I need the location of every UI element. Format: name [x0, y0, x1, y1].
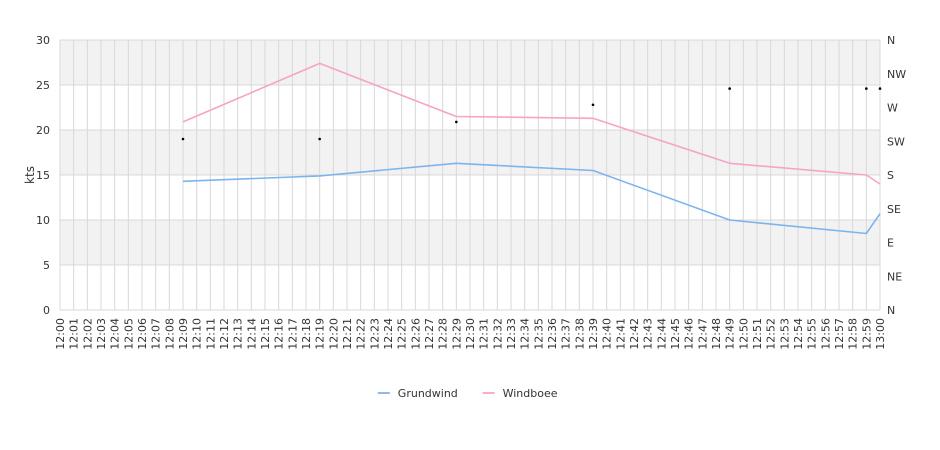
x-tick-label: 12:55: [806, 318, 819, 350]
y-tick-label: 20: [36, 124, 50, 137]
x-tick-label: 12:36: [546, 318, 559, 350]
x-tick-label: 12:10: [191, 318, 204, 350]
x-tick-label: 13:00: [874, 318, 887, 350]
x-tick-label: 12:00: [54, 318, 67, 350]
direction-axis-label: N: [887, 34, 895, 47]
x-tick-label: 12:20: [327, 318, 340, 350]
x-tick-label: 12:31: [478, 318, 491, 350]
x-tick-label: 12:19: [314, 318, 327, 350]
x-tick-label: 12:57: [833, 318, 846, 350]
series-line-windboee: [182, 62, 881, 185]
x-tick-label: 12:53: [778, 318, 791, 350]
x-tick-label: 12:39: [587, 318, 600, 350]
x-tick-label: 12:15: [259, 318, 272, 350]
direction-axis-label: NW: [887, 68, 906, 81]
x-tick-label: 12:07: [150, 318, 163, 350]
x-tick-label: 12:48: [710, 318, 723, 350]
direction-point: [181, 137, 185, 141]
series-line-grundwind: [182, 162, 881, 235]
x-tick-label: 12:47: [696, 318, 709, 350]
direction-axis-label: N: [887, 304, 895, 317]
x-tick-label: 12:38: [573, 318, 586, 350]
x-tick-label: 12:22: [355, 318, 368, 350]
y-tick-label: 30: [36, 34, 50, 47]
x-tick-label: 12:17: [286, 318, 299, 350]
direction-axis-label: S: [887, 169, 894, 182]
x-tick-label: 12:49: [724, 318, 737, 350]
x-tick-label: 12:27: [423, 318, 436, 350]
direction-point: [318, 137, 321, 141]
x-tick-label: 12:52: [765, 318, 778, 350]
x-tick-label: 12:26: [409, 318, 422, 350]
x-tick-label: 12:16: [273, 318, 286, 350]
x-tick-label: 12:09: [177, 318, 190, 350]
x-tick-label: 12:11: [204, 318, 217, 350]
x-tick-label: 12:33: [505, 318, 518, 350]
direction-point: [591, 103, 595, 107]
x-tick-label: 12:59: [860, 318, 873, 350]
x-tick-label: 12:34: [519, 318, 532, 350]
x-tick-label: 12:37: [560, 318, 573, 350]
x-tick-label: 12:03: [95, 318, 108, 350]
x-tick-label: 12:06: [136, 318, 149, 350]
direction-point: [455, 120, 458, 124]
x-tick-label: 12:44: [655, 318, 668, 350]
legend-label-grundwind[interactable]: Grundwind: [398, 387, 458, 400]
x-tick-label: 12:01: [68, 318, 81, 350]
x-tick-label: 12:45: [669, 318, 682, 350]
x-tick-label: 12:40: [601, 318, 614, 350]
y-tick-label: 10: [36, 214, 50, 227]
direction-axis-label: SE: [887, 203, 901, 216]
x-tick-label: 12:02: [81, 318, 94, 350]
x-tick-label: 12:21: [341, 318, 354, 350]
x-tick-label: 12:25: [396, 318, 409, 350]
y-tick-label: 0: [43, 304, 50, 317]
x-tick-label: 12:50: [737, 318, 750, 350]
x-tick-label: 12:56: [819, 318, 832, 350]
x-tick-label: 12:41: [614, 318, 627, 350]
x-tick-label: 12:32: [491, 318, 504, 350]
x-tick-label: 12:18: [300, 318, 313, 350]
x-tick-label: 12:54: [792, 318, 805, 350]
x-tick-label: 12:04: [109, 318, 122, 350]
x-tick-label: 12:05: [122, 318, 135, 350]
direction-axis-label: W: [887, 102, 898, 115]
x-tick-label: 12:14: [245, 318, 258, 350]
x-tick-label: 12:58: [847, 318, 860, 350]
y-tick-label: 25: [36, 79, 50, 92]
direction-point: [878, 87, 882, 90]
x-tick-label: 12:42: [628, 318, 641, 350]
x-tick-label: 12:12: [218, 318, 231, 350]
x-tick-label: 12:43: [642, 318, 655, 350]
y-tick-label: 15: [36, 169, 50, 182]
x-tick-label: 12:23: [368, 318, 381, 350]
direction-point: [865, 87, 868, 90]
legend-label-windboee[interactable]: Windboee: [503, 387, 558, 400]
x-tick-label: 12:46: [683, 318, 696, 350]
y-axis-title: kts: [23, 166, 37, 184]
x-tick-label: 12:28: [437, 318, 450, 350]
direction-axis-label: SW: [887, 135, 905, 148]
x-tick-label: 12:30: [464, 318, 477, 350]
x-tick-label: 12:29: [450, 318, 463, 350]
x-tick-label: 12:24: [382, 318, 395, 350]
direction-point: [728, 87, 731, 90]
x-tick-label: 12:51: [751, 318, 764, 350]
x-tick-label: 12:35: [532, 318, 545, 350]
x-tick-label: 12:08: [163, 318, 176, 350]
direction-axis-label: E: [887, 237, 894, 250]
y-tick-label: 5: [43, 259, 50, 272]
direction-axis-label: NE: [887, 270, 902, 283]
x-tick-label: 12:13: [232, 318, 245, 350]
